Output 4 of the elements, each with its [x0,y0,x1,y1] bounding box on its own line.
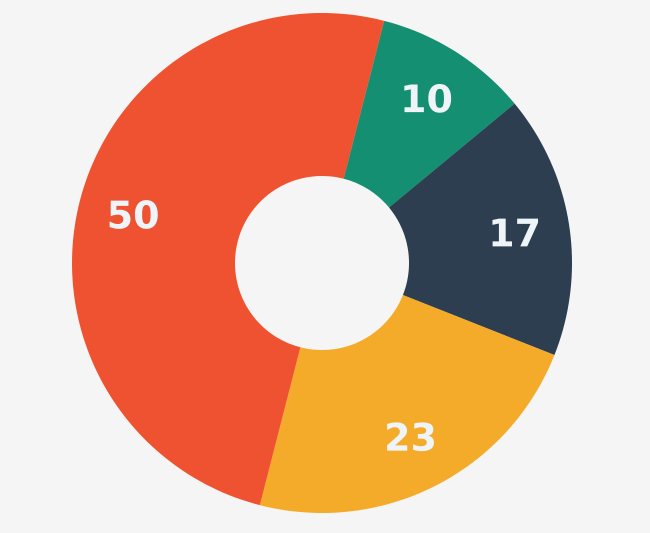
data-label: 50 [110,200,158,229]
data-label: 10 [404,84,452,113]
data-label: 23 [387,422,434,452]
data-label: 17 [492,218,538,246]
